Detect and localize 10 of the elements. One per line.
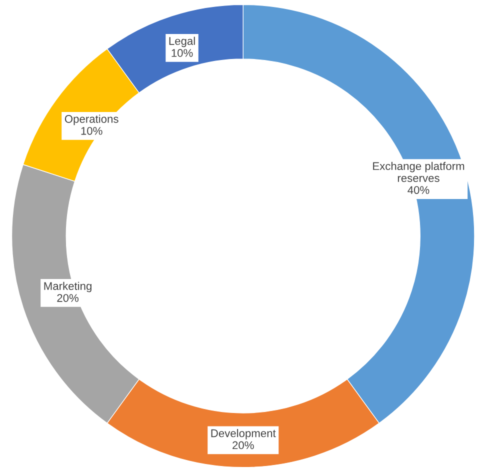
- slice-label: Marketing: [44, 282, 92, 292]
- data-label: 20%: [57, 294, 78, 302]
- data-label: 10%: [81, 126, 102, 135]
- slice-label: Operations: [64, 114, 118, 126]
- data-label: 20%: [232, 441, 254, 450]
- slice-label: Development: [211, 429, 276, 440]
- slice-label: Legal: [169, 36, 195, 48]
- data-label: 10%: [172, 49, 193, 57]
- data-label: 40%: [408, 186, 430, 194]
- slice-label: Exchange platform reserves: [373, 162, 464, 182]
